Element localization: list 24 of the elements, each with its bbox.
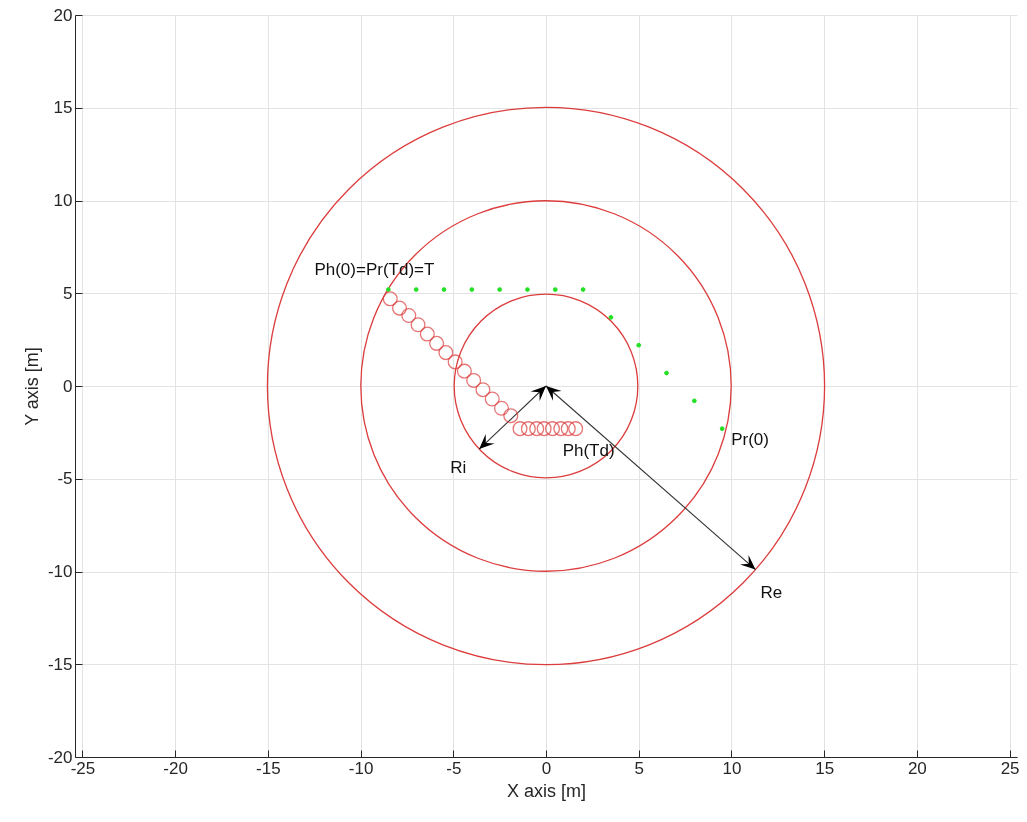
y-tick-label: 10 <box>53 191 73 210</box>
annotation: Ri <box>450 458 467 478</box>
x-tick-label: 15 <box>815 758 835 778</box>
annotation: Ph(Td) <box>562 440 615 460</box>
x-tick-label: 0 <box>541 758 552 778</box>
x-tick-label: 20 <box>907 758 927 778</box>
annotation: Re <box>760 582 783 602</box>
x-axis-title: X axis [m] <box>506 780 587 801</box>
x-tick-label: -15 <box>256 758 281 778</box>
x-tick-label: 5 <box>634 758 644 778</box>
y-tick-label: -15 <box>47 654 73 674</box>
y-tick-label: 5 <box>63 283 73 303</box>
x-tick-label: 25 <box>1000 758 1020 778</box>
y-axis-title: Y axis [m] <box>21 347 42 426</box>
y-tick-label: 0 <box>63 376 73 396</box>
y-tick-label: 20 <box>53 5 73 25</box>
x-tick-label: -5 <box>446 758 462 778</box>
y-tick-label: -10 <box>47 562 73 581</box>
annotation: Pr(0) <box>731 429 769 449</box>
x-tick-label: -10 <box>348 758 374 778</box>
y-tick-label: 15 <box>53 98 73 118</box>
x-tick-label: -20 <box>163 758 188 778</box>
x-tick-label: 10 <box>722 758 742 778</box>
y-tick-label: -5 <box>57 469 73 489</box>
